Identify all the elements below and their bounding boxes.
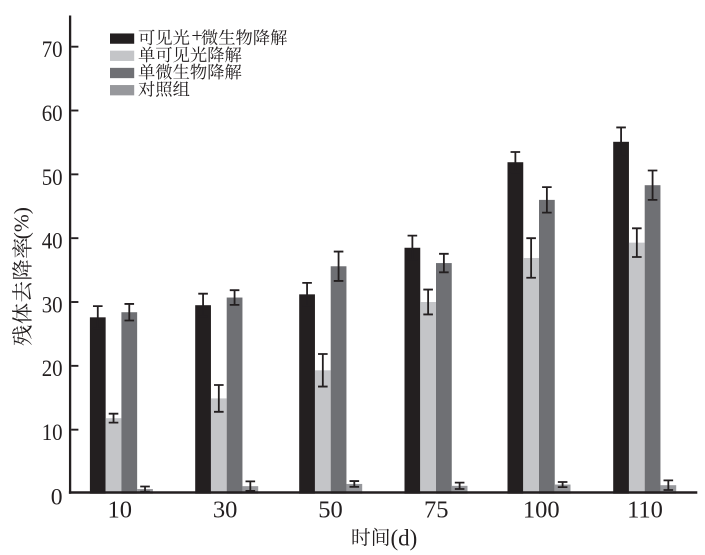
svg-text:(%): (%) <box>10 207 34 239</box>
svg-text:50: 50 <box>318 497 343 524</box>
svg-text:+: + <box>191 25 202 47</box>
svg-text:50: 50 <box>42 165 63 191</box>
svg-text:70: 70 <box>42 37 63 63</box>
svg-text:10: 10 <box>42 420 63 446</box>
svg-text:60: 60 <box>42 101 63 127</box>
svg-text:10: 10 <box>107 497 132 524</box>
svg-text:75: 75 <box>424 497 449 524</box>
svg-text:30: 30 <box>213 497 238 524</box>
svg-text:(d): (d) <box>391 526 418 551</box>
svg-text:40: 40 <box>42 229 63 255</box>
svg-text:20: 20 <box>42 356 63 382</box>
svg-text:110: 110 <box>627 497 663 524</box>
svg-text:0: 0 <box>51 485 63 511</box>
svg-text:100: 100 <box>523 497 560 524</box>
svg-text:30: 30 <box>42 292 63 318</box>
